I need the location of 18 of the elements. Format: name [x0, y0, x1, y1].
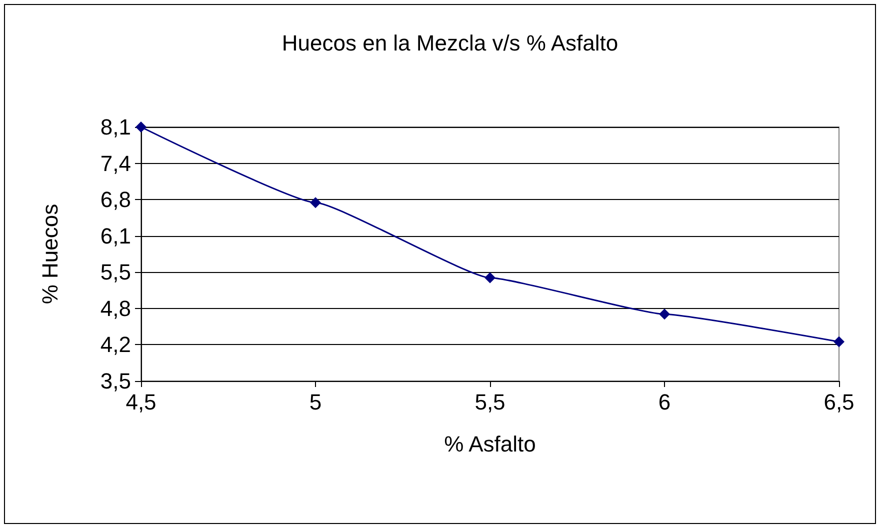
y-tick-label: 4,2	[100, 332, 131, 358]
y-tick-label: 4,8	[100, 296, 131, 321]
y-tick-label: 6,8	[100, 187, 131, 212]
y-tick-label: 7,4	[100, 150, 131, 176]
point	[659, 308, 670, 320]
y-axis-title: % Huecos	[38, 204, 62, 304]
x-tick-label: 6,5	[824, 390, 854, 414]
point	[484, 272, 496, 284]
chart-title: Huecos en la Mezcla v/s % Asfalto	[282, 30, 618, 56]
y-tick-label: 6,1	[100, 223, 131, 248]
point	[310, 197, 321, 208]
x-tick-label: 5,5	[474, 390, 506, 414]
x-tick-label: 6	[658, 390, 671, 414]
y-tick-label: 5,5	[100, 260, 131, 285]
point	[834, 336, 844, 348]
x-tick-label: 5	[309, 390, 322, 414]
y-tick-label: 8,1	[100, 114, 131, 140]
x-axis-title: % Asfalto	[444, 432, 536, 456]
